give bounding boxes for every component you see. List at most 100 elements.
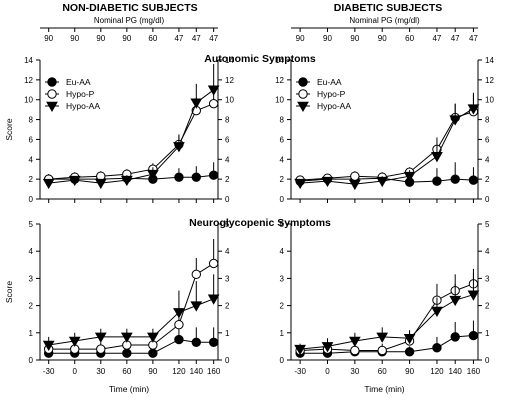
y-tick-label-right: 14 xyxy=(225,56,234,65)
data-point xyxy=(96,344,106,354)
data-point xyxy=(208,258,219,269)
data-point xyxy=(450,332,460,342)
data-point xyxy=(403,171,416,183)
top-axes: Nominal PG (mg/dl)90 90 90 90 60 47 47 47Nomina… xyxy=(40,16,478,43)
y-tick-label-right: 2 xyxy=(485,175,490,184)
data-point xyxy=(431,152,443,163)
x-tick-label: 0 xyxy=(73,367,78,376)
series-line xyxy=(48,262,214,350)
x-tick-label: 0 xyxy=(325,367,330,376)
y-tick-label-right: 10 xyxy=(485,96,494,105)
y-tick-label-left: 12 xyxy=(275,76,284,85)
data-point xyxy=(120,332,133,343)
data-point xyxy=(450,174,460,184)
data-point xyxy=(190,301,203,312)
heading-non-diabetic: NON-DIABETIC SUBJECTS xyxy=(62,2,197,14)
series-line xyxy=(48,103,214,180)
y-tick-label-left: 3 xyxy=(29,274,34,283)
data-point xyxy=(404,347,415,357)
data-point xyxy=(122,348,132,358)
y-tick-label-left: 4 xyxy=(280,155,285,164)
series-hypo-aa xyxy=(42,274,220,352)
y-tick-label-left: 0 xyxy=(280,195,285,204)
data-point xyxy=(94,332,107,343)
nominal-pg-tick-label: 47 xyxy=(451,34,460,43)
panel-title: Neuroglycopenic Symptoms xyxy=(189,217,331,229)
data-point xyxy=(147,169,159,181)
legend-marker xyxy=(47,77,57,87)
data-point xyxy=(174,172,184,182)
y-tick-label-left: 10 xyxy=(24,96,33,105)
data-point xyxy=(348,179,361,191)
y-tick-label-left: 4 xyxy=(280,247,285,256)
data-point xyxy=(191,172,201,182)
data-point xyxy=(173,308,185,319)
y-tick-label-right: 12 xyxy=(485,76,494,85)
series-line xyxy=(48,298,214,346)
y-tick-label-right: 8 xyxy=(225,116,230,125)
y-tick-label-right: 2 xyxy=(225,302,230,311)
y-tick-label-left: 3 xyxy=(280,274,285,283)
data-point xyxy=(190,98,203,109)
nominal-pg-tick-label: 90 xyxy=(350,34,359,43)
nominal-pg-axis-diabetic: Nominal PG (mg/dl) 90 90 90 90 60 47 47 47 xyxy=(291,16,478,43)
y-tick-label-left: 0 xyxy=(280,356,285,365)
data-point xyxy=(350,345,360,356)
y-tick-label-right: 2 xyxy=(225,175,230,184)
legend-marker xyxy=(297,101,309,113)
series-line xyxy=(300,108,474,185)
panel-autonomic-non-diabetic: 0 0 2 2 4 4 6 6 8 8 10 10 12 12 14 14 Score Autonomic Sym… xyxy=(4,53,316,204)
y-tick-label-left: 6 xyxy=(29,135,34,144)
nominal-pg-tick-label: 90 xyxy=(44,34,53,43)
panel-neuroglycopenic-diabetic: 0 0 1 1 2 2 3 3 4 4 5 5 -30 0 30 60 90 120 140 160 Time (min… xyxy=(280,220,490,394)
nominal-pg-tick-label: 47 xyxy=(469,34,478,43)
series-eu-aa xyxy=(295,320,479,358)
data-point xyxy=(432,343,442,353)
nominal-pg-axis-label: Nominal PG (mg/dl) xyxy=(94,16,165,25)
y-tick-label-right: 3 xyxy=(225,274,230,283)
data-point xyxy=(431,306,443,318)
y-tick-label-left: 2 xyxy=(29,302,34,311)
series-hypo-aa xyxy=(42,63,220,190)
legend-label: Hypo-AA xyxy=(66,101,100,111)
series-hypo-p xyxy=(43,238,219,354)
y-tick-label-left: 8 xyxy=(29,116,34,125)
y-tick-label-left: 5 xyxy=(280,220,285,229)
series-line xyxy=(300,283,474,351)
y-tick-label-right: 0 xyxy=(225,195,230,204)
data-point xyxy=(208,170,219,180)
x-tick-label: 30 xyxy=(350,367,359,376)
heading-diabetic: DIABETIC SUBJECTS xyxy=(334,2,443,14)
legend-label: Hypo-AA xyxy=(317,101,351,111)
y-tick-label-left: 2 xyxy=(280,175,285,184)
data-point xyxy=(68,175,81,187)
legend-marker xyxy=(298,89,308,99)
y-tick-label-left: 14 xyxy=(24,56,33,65)
x-axis-title: Time (min) xyxy=(109,384,149,394)
y-tick-label-left: 1 xyxy=(29,329,34,338)
series-line xyxy=(48,89,214,184)
nominal-pg-tick-label: 47 xyxy=(432,34,441,43)
x-tick-label: 60 xyxy=(378,367,387,376)
legend-marker xyxy=(47,89,57,99)
y-tick-label-left: 14 xyxy=(275,56,284,65)
data-point xyxy=(120,175,133,187)
y-tick-label-right: 5 xyxy=(485,220,490,229)
nominal-pg-tick-label: 60 xyxy=(148,34,157,43)
data-point xyxy=(191,337,201,348)
y-tick-label-right: 4 xyxy=(225,155,230,164)
y-tick-label-right: 12 xyxy=(225,76,234,85)
data-point xyxy=(403,333,416,345)
data-point xyxy=(350,171,360,181)
data-point xyxy=(207,85,220,96)
y-tick-label-right: 2 xyxy=(485,302,490,311)
series-hypo-aa xyxy=(294,272,480,356)
series-hypo-p xyxy=(295,268,479,356)
nominal-pg-tick-label: 90 xyxy=(122,34,131,43)
data-point xyxy=(174,334,184,345)
y-tick-label-left: 12 xyxy=(24,76,33,85)
y-tick-label-right: 4 xyxy=(225,247,230,256)
x-tick-label: 120 xyxy=(430,367,444,376)
y-tick-label-left: 0 xyxy=(29,195,34,204)
x-tick-label: -30 xyxy=(294,367,306,376)
